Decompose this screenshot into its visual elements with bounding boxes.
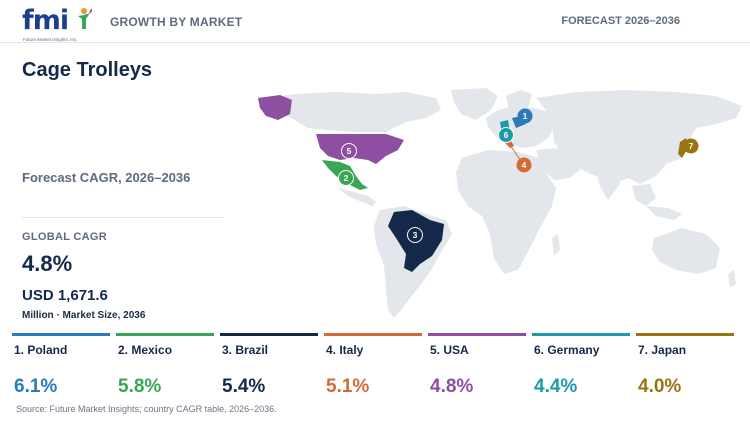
country-cagr: 5.1%	[326, 376, 370, 397]
country-name: 6. Germany	[534, 343, 600, 357]
marker-rank-germany: 6	[504, 130, 509, 140]
market-size-note: Million · Market Size, 2036	[22, 310, 146, 321]
country-name: 7. Japan	[638, 343, 687, 357]
country-card-germany[interactable]: 6. Germany 4.4%	[532, 333, 630, 403]
world-map: 1 2 3 4 5 6 7	[258, 88, 742, 318]
country-name: 3. Brazil	[222, 343, 269, 357]
card-accent-bar	[116, 333, 214, 336]
country-shape-usa	[316, 134, 404, 164]
country-name: 5. USA	[430, 343, 469, 357]
card-accent-bar	[636, 333, 734, 336]
country-name: 1. Poland	[14, 343, 68, 357]
map-marker-mexico[interactable]: 2	[338, 170, 354, 186]
map-marker-germany[interactable]: 6	[498, 127, 514, 143]
marker-rank-japan: 7	[689, 141, 694, 151]
fmi-logo[interactable]: fmi Future Market Insights, Inc.	[22, 6, 92, 42]
global-cagr-value: 4.8%	[22, 251, 73, 276]
country-card-japan[interactable]: 7. Japan 4.0%	[636, 333, 734, 403]
logo-wordmark: fmi	[22, 5, 69, 36]
country-card-poland[interactable]: 1. Poland 6.1%	[12, 333, 110, 403]
marker-rank-mexico: 2	[344, 173, 349, 183]
page-header: fmi Future Market Insights, Inc. GROWTH …	[0, 0, 750, 43]
map-marker-usa[interactable]: 5	[341, 143, 357, 159]
country-shape-brazil	[388, 210, 444, 272]
card-accent-bar	[428, 333, 526, 336]
country-name: 4. Italy	[326, 343, 364, 357]
country-cagr: 4.8%	[430, 376, 474, 397]
logo-figure-icon	[78, 8, 92, 29]
market-size-value: USD 1,671.6	[22, 287, 108, 304]
map-marker-poland[interactable]: 1	[517, 108, 533, 124]
map-marker-japan[interactable]: 7	[683, 138, 699, 154]
map-marker-brazil[interactable]: 3	[407, 227, 423, 243]
marker-rank-usa: 5	[347, 146, 352, 156]
country-cagr: 5.8%	[118, 376, 162, 397]
country-cagr: 4.4%	[534, 376, 578, 397]
country-card-brazil[interactable]: 3. Brazil 5.4%	[220, 333, 318, 403]
card-accent-bar	[220, 333, 318, 336]
card-accent-bar	[12, 333, 110, 336]
page-title: Cage Trolleys	[22, 59, 153, 81]
forecast-subtitle: Forecast CAGR, 2026–2036	[22, 170, 191, 185]
source-note: Source: Future Market Insights; country …	[16, 404, 277, 414]
global-cagr-label: GLOBAL CAGR	[22, 231, 107, 243]
country-cagr: 4.0%	[638, 376, 682, 397]
header-section-label: GROWTH BY MARKET	[110, 15, 243, 29]
marker-rank-brazil: 3	[413, 230, 418, 240]
country-card-usa[interactable]: 5. USA 4.8%	[428, 333, 526, 403]
country-name: 2. Mexico	[118, 343, 173, 357]
card-accent-bar	[532, 333, 630, 336]
header-forecast-label: FORECAST 2026–2036	[561, 15, 680, 27]
country-card-mexico[interactable]: 2. Mexico 5.8%	[116, 333, 214, 403]
country-cagr-strip: 1. Poland 6.1% 2. Mexico 5.8% 3. Brazil …	[12, 333, 740, 403]
country-shape-alaska	[258, 95, 292, 120]
country-cagr: 6.1%	[14, 376, 58, 397]
map-marker-italy[interactable]: 4	[516, 157, 532, 173]
marker-rank-italy: 4	[522, 160, 527, 170]
kpi-divider	[22, 217, 225, 218]
marker-rank-poland: 1	[523, 111, 528, 121]
country-card-italy[interactable]: 4. Italy 5.1%	[324, 333, 422, 403]
card-accent-bar	[324, 333, 422, 336]
logo-tagline: Future Market Insights, Inc.	[23, 37, 78, 42]
country-cagr: 5.4%	[222, 376, 266, 397]
